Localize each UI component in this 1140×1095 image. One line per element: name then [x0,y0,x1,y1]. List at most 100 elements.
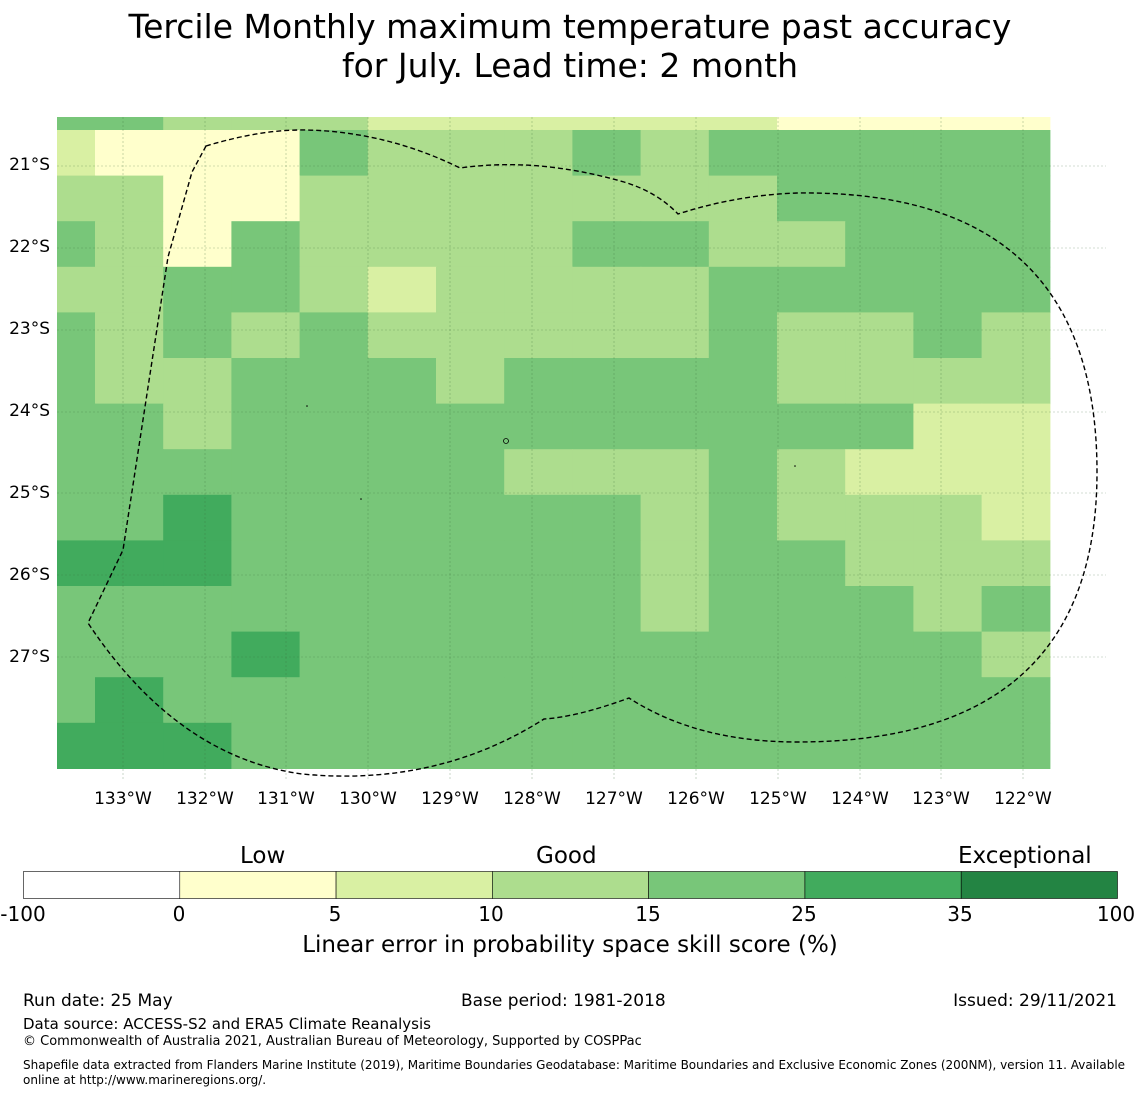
grid-cell [777,494,846,541]
colorbar-tick: 100 [1096,902,1136,926]
grid-cell [981,266,1051,313]
grid-cell [845,403,914,450]
grid-cell [163,266,232,313]
grid-cell [57,540,96,587]
grid-cell [640,494,710,541]
grid-cell [504,677,573,724]
grid-cell [504,540,573,587]
grid-cell [163,403,232,450]
grid-cell [640,358,710,405]
grid-cell [845,631,914,678]
grid-cell [231,117,301,131]
grid-cell [640,175,710,222]
grid-cell [777,677,846,724]
grid-cell [845,221,914,268]
grid-cell [95,312,164,359]
grid-cell [640,586,710,633]
grid-cell [845,175,914,222]
grid-cell [163,117,232,131]
colorbar-tick: 15 [635,902,661,926]
grid-cell [367,631,437,678]
grid-cell [504,221,573,268]
grid-cell [777,540,846,587]
grid-cell [163,494,232,541]
grid-cell [57,221,96,268]
colorbar-tick: -100 [0,902,46,926]
grid-cell [436,312,505,359]
colorbar-tick: 5 [328,902,342,926]
grid-cell [981,403,1051,450]
grid-cell [436,117,505,131]
colorbar-tick: 25 [791,902,817,926]
grid-cell [640,117,710,131]
grid-cell [299,586,369,633]
lon-label: 128°W [503,789,561,809]
colorbar-label: Linear error in probability space skill … [302,932,838,958]
colorbar [23,871,1118,899]
grid-cell [299,312,369,359]
grid-cell [57,130,96,177]
grid-cell [163,312,232,359]
colorbar-tick: 10 [478,902,504,926]
grid-cell [95,117,164,131]
grid-cell [845,266,914,313]
map-grid-cells [57,117,1051,769]
skill-map [57,117,1106,781]
grid-cell [708,221,778,268]
grid-cell [163,358,232,405]
grid-cell [572,677,642,724]
grid-cell [913,358,983,405]
grid-cell [57,266,96,313]
grid-cell [708,130,778,177]
grid-cell [504,631,573,678]
grid-cell [163,586,232,633]
lon-label: 132°W [176,789,234,809]
grid-cell [57,358,96,405]
grid-cell [708,449,778,496]
lon-label: 130°W [339,789,397,809]
grid-cell [367,677,437,724]
grid-cell [436,494,505,541]
grid-cell [436,221,505,268]
grid-cell [367,449,437,496]
grid-cell [299,175,369,222]
grid-cell [777,130,846,177]
grid-cell [913,117,983,131]
colorbar-tick: 0 [172,902,186,926]
grid-cell [845,586,914,633]
grid-cell [57,677,96,724]
grid-cell [777,631,846,678]
colorbar-swatch [335,871,493,899]
run-date: Run date: 25 May [23,991,173,1011]
grid-cell [367,403,437,450]
grid-cell [367,722,437,769]
grid-cell [504,358,573,405]
grid-cell [436,540,505,587]
lat-label: 24°S [9,401,50,421]
grid-cell [367,586,437,633]
grid-cell [572,130,642,177]
grid-cell [299,358,369,405]
grid-cell [572,117,642,131]
grid-cell [57,403,96,450]
grid-cell [436,358,505,405]
grid-cell [981,312,1051,359]
colorbar-tick: 35 [947,902,973,926]
grid-cell [231,221,301,268]
grid-cell [981,540,1051,587]
colorbar-swatch [492,871,649,899]
grid-cell [640,631,710,678]
grid-cell [777,449,846,496]
grid-cell [299,130,369,177]
grid-cell [981,494,1051,541]
grid-cell [777,221,846,268]
grid-cell [981,175,1051,222]
grid-cell [777,358,846,405]
grid-cell [572,494,642,541]
grid-cell [913,631,983,678]
grid-cell [299,266,369,313]
lat-label: 26°S [9,565,50,585]
grid-cell [981,722,1051,769]
grid-cell [163,722,232,769]
grid-cell [504,117,573,131]
